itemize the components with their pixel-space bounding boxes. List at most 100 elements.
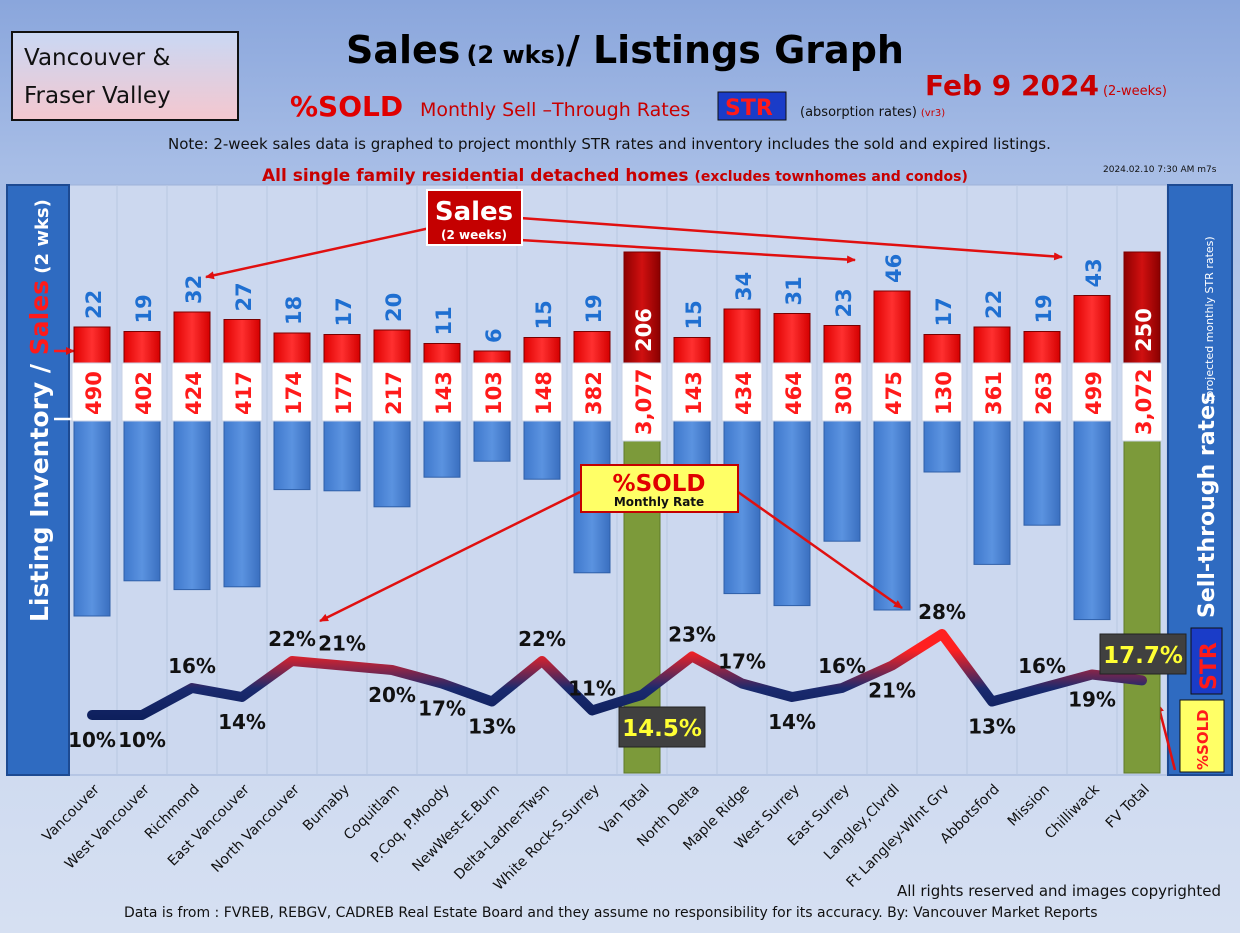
region-line-1: Vancouver & bbox=[24, 45, 170, 71]
sales-value-label: 46 bbox=[882, 254, 906, 283]
str-value-label: 22% bbox=[268, 627, 316, 651]
inventory-label-box bbox=[1021, 362, 1063, 422]
right-axis-sublabel: (projected monthly STR rates) bbox=[1203, 236, 1216, 402]
inventory-bar bbox=[423, 419, 461, 478]
right-axis-label: Sell-through rates bbox=[1195, 392, 1220, 618]
inventory-label-box bbox=[871, 362, 913, 422]
str-value-label: 22% bbox=[518, 627, 566, 651]
inventory-label-box bbox=[971, 362, 1013, 422]
sales-value-label: 22 bbox=[982, 290, 1006, 319]
sold-badge bbox=[1179, 699, 1225, 773]
inventory-label-box bbox=[921, 362, 963, 422]
inventory-value-label: 174 bbox=[282, 371, 306, 415]
sales-bar bbox=[373, 329, 411, 364]
scope-text: All single family residential detached h… bbox=[262, 166, 968, 186]
sales-value-label: 34 bbox=[732, 272, 756, 301]
timestamp: 2024.02.10 7:30 AM m7s bbox=[1103, 165, 1217, 175]
sales-bar bbox=[523, 337, 561, 364]
str-value-label: 19% bbox=[1068, 688, 1116, 712]
subtitle-str-text: Monthly Sell –Through Rates bbox=[420, 99, 690, 121]
inventory-value-label: 382 bbox=[582, 371, 606, 415]
inventory-bar bbox=[973, 419, 1011, 565]
sales-bar bbox=[123, 331, 161, 364]
sales-labels: 22 19 32 27 18 17 20 11 6 15 19 206 15 34 31 23 46 17 22 19… bbox=[82, 254, 1156, 352]
category-label: FV Total bbox=[1103, 782, 1153, 832]
sales-value-label: 17 bbox=[332, 297, 356, 326]
sold-callout-title: %SOLD bbox=[613, 471, 706, 497]
sales-value-label: 20 bbox=[382, 293, 406, 322]
inventory-bar bbox=[1123, 419, 1161, 774]
inventory-label-box bbox=[521, 362, 563, 422]
category-label: North Vancouver bbox=[209, 781, 303, 875]
inventory-bar bbox=[523, 419, 561, 480]
sales-bar bbox=[773, 313, 811, 364]
str-value-label: 21% bbox=[318, 632, 366, 656]
left-axis-panel: Listing Inventory / Sales (2 wks) bbox=[6, 184, 75, 776]
sold-callout-sub: Monthly Rate bbox=[614, 495, 704, 509]
subtitle-str-label: STR bbox=[725, 96, 773, 121]
category-label: NewWest-E.Burn bbox=[409, 782, 502, 875]
str-value-label: 28% bbox=[918, 600, 966, 624]
sales-bar bbox=[1123, 251, 1161, 364]
str-labels: 10% 10%16%14%22% 21%20%17%13%22%11%14.5%23… bbox=[68, 600, 1187, 752]
inventory-label-box bbox=[671, 362, 713, 422]
str-badge-label: STR bbox=[1197, 642, 1222, 690]
sales-bar bbox=[273, 332, 311, 364]
sales-value-label: 27 bbox=[232, 282, 256, 311]
str-value-label: 13% bbox=[468, 715, 516, 739]
inventory-label-box bbox=[821, 362, 863, 422]
inventory-label-box bbox=[71, 362, 113, 422]
inventory-bar bbox=[873, 419, 911, 611]
inventory-labels: 490 402 424 417 174 177 217 143 103 148 382 3,077 14… bbox=[71, 362, 1163, 442]
inventory-label-box bbox=[321, 362, 363, 422]
str-value-label: 16% bbox=[1018, 654, 1066, 678]
sales-callout-title: Sales bbox=[435, 197, 513, 227]
sales-bar bbox=[1073, 295, 1111, 364]
category-label: Ft Langley-Wlnt Grv bbox=[844, 782, 953, 891]
str-value-label: 10% bbox=[68, 728, 116, 752]
report-date: Feb 9 2024 (2-weeks) bbox=[925, 69, 1167, 102]
str-series-line bbox=[87, 629, 1147, 720]
str-value-label: 10% bbox=[118, 728, 166, 752]
inventory-bar bbox=[73, 419, 111, 617]
sales-bar bbox=[573, 331, 611, 364]
str-value-label: 16% bbox=[818, 654, 866, 678]
str-value-label: 14.5% bbox=[622, 716, 702, 742]
subtitle-absorption: (absorption rates) (vr3) bbox=[800, 105, 945, 120]
page-title: Sales (2 wks)/ Listings Graph bbox=[346, 28, 904, 72]
right-axis-panel: Sell-through rates (projected monthly ST… bbox=[1156, 184, 1233, 776]
inventory-value-label: 499 bbox=[1082, 371, 1106, 415]
sold-callout: %SOLD Monthly Rate bbox=[319, 464, 903, 623]
sales-value-label: 19 bbox=[1032, 294, 1056, 323]
str-value-label: 13% bbox=[968, 715, 1016, 739]
sales-value-label: 19 bbox=[582, 294, 606, 323]
inventory-label-box bbox=[421, 362, 463, 422]
inventory-value-label: 130 bbox=[932, 371, 956, 415]
sold-badge-arrow bbox=[1156, 703, 1177, 771]
inventory-bar bbox=[123, 419, 161, 582]
inventory-value-label: 417 bbox=[232, 371, 256, 415]
inventory-value-label: 103 bbox=[482, 371, 506, 415]
header: Vancouver & Fraser Valley Sales (2 wks)/ … bbox=[11, 28, 1217, 186]
inventory-label-box bbox=[571, 362, 613, 422]
inventory-bar bbox=[323, 419, 361, 492]
subtitle-sold: %SOLD bbox=[290, 90, 403, 123]
sales-value-label: 15 bbox=[532, 300, 556, 329]
sales-value-label: 23 bbox=[832, 288, 856, 317]
inventory-value-label: 143 bbox=[682, 371, 706, 415]
inventory-value-label: 3,072 bbox=[1132, 369, 1156, 435]
inventory-value-label: 424 bbox=[182, 371, 206, 415]
str-value-label: 20% bbox=[368, 683, 416, 707]
source-text: Data is from : FVREB, REBGV, CADREB Real… bbox=[124, 905, 1098, 921]
str-value-label: 21% bbox=[868, 679, 916, 703]
str-value-label: 17% bbox=[718, 650, 766, 674]
inventory-value-label: 490 bbox=[82, 371, 106, 415]
sales-value-label: 6 bbox=[482, 328, 506, 343]
str-value-label: 17% bbox=[418, 697, 466, 721]
category-label: West Vancouver bbox=[62, 781, 153, 872]
sales-bar bbox=[423, 343, 461, 364]
inventory-label-box bbox=[1071, 362, 1113, 422]
inventory-bar bbox=[1023, 419, 1061, 526]
inventory-label-box bbox=[271, 362, 313, 422]
